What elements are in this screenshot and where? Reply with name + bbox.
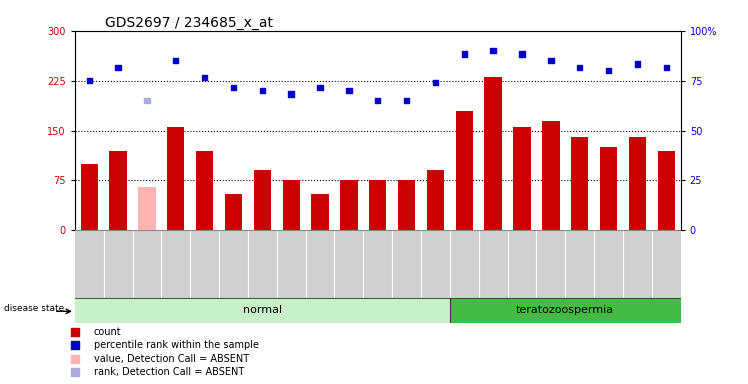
- Point: [199, 74, 211, 80]
- Point: [429, 79, 441, 86]
- Bar: [81, 164, 98, 230]
- Point: [170, 58, 182, 64]
- Bar: [167, 127, 185, 230]
- Bar: [600, 147, 617, 230]
- Bar: [254, 170, 271, 230]
- Text: value, Detection Call = ABSENT: value, Detection Call = ABSENT: [94, 354, 248, 364]
- Point: [574, 64, 586, 70]
- Bar: [657, 151, 675, 230]
- Bar: [485, 77, 502, 230]
- Point: [112, 64, 124, 70]
- Point: [631, 61, 643, 67]
- Bar: [542, 121, 560, 230]
- Bar: [450, 298, 681, 323]
- Bar: [571, 137, 589, 230]
- Bar: [513, 127, 530, 230]
- Text: percentile rank within the sample: percentile rank within the sample: [94, 340, 259, 350]
- Point: [257, 88, 269, 94]
- Point: [603, 68, 615, 74]
- Point: [459, 51, 470, 57]
- Point: [516, 51, 528, 57]
- Bar: [456, 111, 473, 230]
- Bar: [340, 180, 358, 230]
- Text: teratozoospermia: teratozoospermia: [516, 305, 614, 315]
- Bar: [138, 187, 156, 230]
- Point: [401, 98, 413, 104]
- Point: [141, 98, 153, 104]
- Text: rank, Detection Call = ABSENT: rank, Detection Call = ABSENT: [94, 367, 244, 377]
- Point: [227, 84, 239, 90]
- Text: disease state: disease state: [4, 305, 64, 313]
- Point: [314, 84, 326, 90]
- Text: count: count: [94, 327, 121, 337]
- Bar: [75, 298, 450, 323]
- Point: [487, 48, 499, 54]
- Bar: [196, 151, 213, 230]
- Bar: [225, 194, 242, 230]
- Point: [545, 58, 557, 64]
- Text: normal: normal: [243, 305, 282, 315]
- Bar: [369, 180, 387, 230]
- Bar: [311, 194, 328, 230]
- Bar: [283, 180, 300, 230]
- Point: [660, 64, 672, 70]
- Bar: [109, 151, 126, 230]
- Point: [372, 98, 384, 104]
- Point: [83, 78, 95, 84]
- Text: GDS2697 / 234685_x_at: GDS2697 / 234685_x_at: [105, 16, 273, 30]
- Bar: [398, 180, 415, 230]
- Bar: [629, 137, 646, 230]
- Point: [343, 88, 355, 94]
- Bar: [427, 170, 444, 230]
- Point: [285, 91, 297, 97]
